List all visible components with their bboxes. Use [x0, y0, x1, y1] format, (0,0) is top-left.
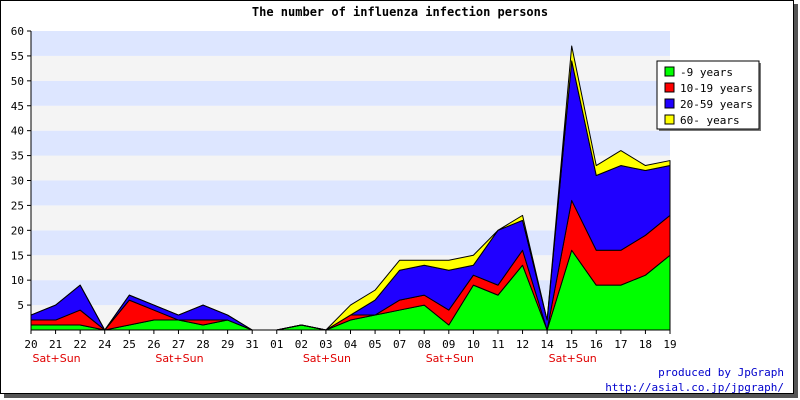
weekend-label: Sat+Sun: [303, 352, 351, 365]
y-tick-label: 25: [11, 199, 24, 212]
y-tick-label: 60: [11, 25, 24, 38]
x-tick-label: 10: [467, 338, 480, 351]
grid-band: [31, 31, 670, 56]
x-tick-label: 27: [172, 338, 185, 351]
legend-swatch: [664, 82, 675, 93]
y-tick-label: 10: [11, 274, 24, 287]
weekend-label: Sat+Sun: [549, 352, 597, 365]
series-area-60-years: [30, 45, 671, 331]
grid-band: [31, 80, 670, 106]
x-tick-label: 31: [246, 338, 259, 351]
legend-label: -9 years: [680, 66, 733, 79]
weekend-label: Sat+Sun: [155, 352, 203, 365]
x-tick-label: 29: [221, 338, 234, 351]
legend-label: 60- years: [680, 114, 740, 127]
x-tick-label: 28: [196, 338, 209, 351]
x-tick-label: 12: [516, 338, 529, 351]
x-tick-label: 14: [540, 338, 554, 351]
y-tick-label: 40: [11, 125, 24, 138]
y-tick-label: 30: [11, 175, 24, 188]
x-tick-label: 07: [393, 338, 406, 351]
x-tick-label: 18: [639, 338, 652, 351]
x-tick-label: 09: [442, 338, 455, 351]
x-tick-label: 11: [491, 338, 504, 351]
x-tick-label: 17: [614, 338, 627, 351]
legend-label: 20-59 years: [680, 98, 753, 111]
y-tick-label: 45: [11, 100, 24, 113]
legend-swatch: [664, 98, 675, 109]
credit-url[interactable]: http://asial.co.jp/jpgraph/: [605, 381, 784, 394]
legend: -9 years 10-19 years 20-59 years 60- years: [656, 60, 761, 131]
y-tick-label: 50: [11, 75, 24, 88]
x-tick-label: 26: [147, 338, 160, 351]
credit-text: produced by JpGraph: [658, 366, 784, 379]
y-tick-label: 35: [11, 150, 24, 163]
x-tick-label: 25: [123, 338, 136, 351]
y-tick-label: 5: [17, 299, 24, 312]
weekend-label: Sat+Sun: [32, 352, 80, 365]
legend-swatch: [664, 114, 675, 125]
grid-band: [31, 105, 670, 131]
x-tick-label: 05: [368, 338, 381, 351]
y-tick-label: 20: [11, 224, 24, 237]
legend-swatch: [664, 66, 675, 77]
chart-title: The number of influenza infection person…: [252, 5, 548, 19]
x-tick-label: 19: [663, 338, 676, 351]
y-tick-label: 15: [11, 249, 24, 262]
y-tick-label: 55: [11, 50, 24, 63]
weekend-label: Sat+Sun: [426, 352, 474, 365]
x-tick-label: 20: [24, 338, 37, 351]
x-tick-label: 04: [344, 338, 358, 351]
x-tick-label: 24: [98, 338, 112, 351]
x-tick-label: 16: [590, 338, 603, 351]
x-tick-label: 02: [295, 338, 308, 351]
legend-label: 10-19 years: [680, 82, 753, 95]
x-tick-label: 22: [74, 338, 87, 351]
x-tick-label: 03: [319, 338, 332, 351]
x-tick-label: 15: [565, 338, 578, 351]
grid-band: [31, 55, 670, 81]
x-tick-label: 08: [418, 338, 431, 351]
x-tick-label: 01: [270, 338, 283, 351]
x-tick-label: 21: [49, 338, 62, 351]
